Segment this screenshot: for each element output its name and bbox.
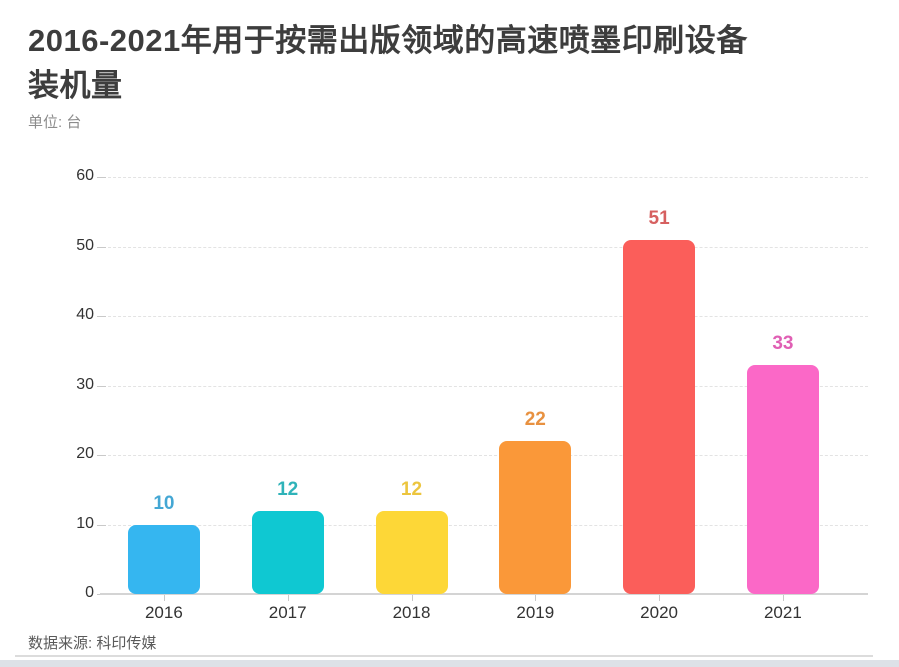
y-axis-tick-label: 40 — [76, 306, 94, 323]
chart-title: 2016-2021年用于按需出版领域的高速喷墨印刷设备 装机量 — [28, 18, 873, 108]
chart-title-line1: 2016-2021年用于按需出版领域的高速喷墨印刷设备 — [28, 23, 748, 58]
y-axis-tick-label: 0 — [85, 584, 94, 601]
y-gridline — [103, 524, 868, 526]
y-axis-tick-label: 60 — [76, 167, 94, 184]
x-axis-tick-label-2018: 2018 — [392, 603, 431, 622]
bar-value-label-2020: 51 — [648, 207, 670, 229]
y-axis-tick-label: 50 — [76, 236, 94, 254]
chart-title-line2: 装机量 — [28, 68, 123, 103]
x-axis-tick-mark — [287, 595, 289, 601]
y-gridline — [103, 246, 868, 248]
bottom-separator-line — [15, 655, 873, 657]
y-gridline — [103, 177, 868, 178]
y-axis-tick-mark — [97, 385, 106, 387]
bar-2016 — [127, 524, 200, 594]
x-axis-tick-mark — [659, 595, 661, 601]
bar-2021 — [746, 364, 819, 594]
x-axis-line — [100, 593, 868, 595]
unit-label: 单位: 台 — [28, 114, 82, 131]
bar-2017 — [251, 510, 324, 594]
bar-value-label-2016: 10 — [153, 492, 175, 514]
y-axis-tick-mark — [97, 246, 106, 248]
window-bottom-edge — [0, 660, 899, 667]
x-axis-tick-label-2016: 2016 — [144, 603, 183, 622]
y-axis-tick-mark — [97, 316, 106, 317]
bar-value-label-2021: 33 — [772, 332, 794, 354]
bar-value-label-2018: 12 — [400, 478, 423, 500]
x-axis-tick-mark — [782, 595, 784, 601]
bar-2019 — [499, 441, 572, 594]
bar-value-label-2019: 22 — [524, 409, 546, 431]
y-axis-tick-mark — [97, 177, 106, 178]
bar-2020 — [623, 239, 696, 594]
x-axis-tick-label-2019: 2019 — [516, 603, 555, 622]
y-axis-tick-label: 30 — [76, 375, 94, 393]
x-axis-tick-mark — [411, 595, 413, 601]
y-axis-tick-label: 10 — [76, 514, 94, 532]
y-axis-tick-label: 20 — [76, 445, 94, 462]
x-axis-tick-label-2020: 2020 — [640, 603, 678, 622]
bar-2018 — [375, 510, 448, 594]
x-axis-tick-label-2017: 2017 — [268, 603, 307, 622]
y-gridline — [103, 316, 868, 317]
x-axis-tick-mark — [535, 595, 537, 601]
y-gridline — [103, 385, 868, 387]
x-axis-tick-label-2021: 2021 — [763, 603, 802, 622]
y-axis-tick-mark — [97, 524, 106, 526]
bar-value-label-2017: 12 — [277, 478, 299, 500]
y-gridline — [103, 455, 868, 456]
y-axis-tick-mark — [97, 455, 106, 456]
data-source-label: 数据来源: 科印传媒 — [28, 635, 157, 652]
x-axis-tick-mark — [163, 595, 165, 601]
